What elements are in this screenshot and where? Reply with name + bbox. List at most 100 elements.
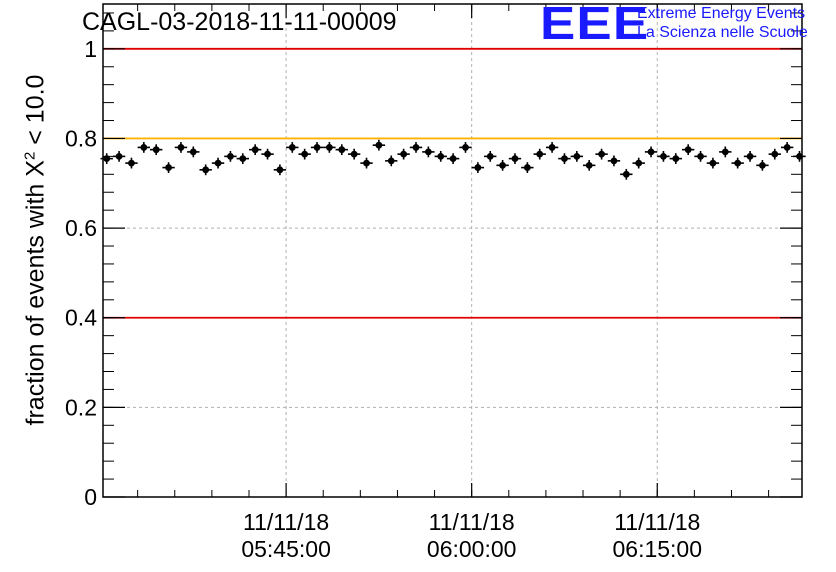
- data-marker: [660, 152, 667, 160]
- x-tick-label-time: 06:00:00: [427, 536, 517, 562]
- data-marker: [474, 164, 482, 171]
- data-marker: [375, 141, 383, 149]
- data-marker: [326, 144, 333, 151]
- data-marker: [573, 152, 581, 160]
- data-marker: [128, 159, 135, 167]
- data-point: [434, 151, 447, 162]
- x-tick-label-time: 06:15:00: [612, 536, 702, 562]
- data-point: [743, 151, 757, 162]
- y-tick-label: 1: [84, 36, 97, 62]
- data-point: [248, 144, 262, 156]
- data-point: [174, 142, 188, 153]
- data-marker: [759, 161, 766, 169]
- data-marker: [189, 148, 197, 156]
- data-point: [112, 151, 126, 162]
- data-point: [521, 162, 534, 173]
- data-point: [706, 157, 720, 169]
- data-point: [137, 142, 151, 153]
- data-point: [224, 151, 237, 162]
- axis-ticks: [103, 4, 802, 498]
- data-points: [100, 139, 806, 180]
- logo-line-2: La Scienza nelle Scuole: [637, 24, 808, 41]
- y-tick-label: 0.8: [65, 125, 97, 151]
- data-point: [558, 153, 571, 165]
- data-marker: [585, 161, 593, 169]
- data-point: [570, 151, 584, 162]
- data-marker: [251, 146, 259, 154]
- y-axis-label: fraction of events with X2 < 10.0: [21, 75, 50, 426]
- data-marker: [400, 150, 408, 158]
- data-marker: [301, 150, 309, 158]
- data-point: [620, 168, 633, 180]
- data-marker: [424, 148, 432, 156]
- data-point: [298, 148, 311, 160]
- data-marker: [635, 159, 643, 167]
- data-marker: [227, 152, 234, 160]
- data-marker: [449, 155, 457, 163]
- data-marker: [412, 144, 420, 151]
- data-marker: [165, 164, 172, 171]
- data-point: [756, 159, 769, 171]
- chart-title: CAGL-03-2018-11-11-00009: [82, 8, 397, 36]
- data-point: [657, 151, 670, 162]
- y-tick-label: 0.2: [65, 394, 97, 420]
- plot-frame: [102, 3, 803, 498]
- logo-mark: EEE: [540, 0, 650, 49]
- data-marker: [771, 150, 779, 158]
- data-point: [583, 159, 596, 171]
- y-tick-label: 0.4: [65, 305, 97, 331]
- data-point: [125, 157, 138, 169]
- data-marker: [486, 152, 494, 160]
- y-axis-label-suffix: < 10.0: [21, 74, 50, 152]
- reference-lines: [103, 47, 802, 319]
- data-marker: [140, 144, 148, 151]
- data-point: [347, 148, 361, 160]
- data-marker: [387, 157, 395, 165]
- data-marker: [437, 152, 445, 160]
- grid-layer: [103, 4, 802, 497]
- y-axis-label-prefix: fraction of events with: [21, 176, 50, 426]
- logo-line-1: Extreme Energy Events: [637, 5, 806, 22]
- data-point: [397, 148, 410, 160]
- data-marker: [672, 155, 680, 163]
- data-point: [360, 157, 373, 169]
- y-tick-label: 0: [84, 484, 97, 510]
- data-point: [607, 155, 621, 167]
- data-point: [199, 164, 212, 176]
- data-marker: [610, 157, 618, 165]
- data-point: [694, 151, 707, 162]
- data-point: [310, 142, 324, 153]
- data-point: [459, 142, 472, 153]
- data-marker: [214, 159, 222, 167]
- data-point: [719, 146, 732, 158]
- data-marker: [313, 144, 321, 151]
- data-marker: [709, 159, 717, 167]
- data-point: [644, 146, 658, 158]
- data-marker: [647, 148, 655, 156]
- data-marker: [684, 146, 692, 154]
- data-point: [669, 153, 682, 165]
- data-marker: [499, 161, 507, 169]
- data-point: [446, 153, 460, 165]
- data-point: [385, 155, 398, 167]
- x-tick-label-time: 05:45:00: [241, 536, 331, 562]
- data-point: [731, 157, 744, 169]
- eee-logo: EEE Extreme Energy Events La Scienza nel…: [540, 0, 830, 49]
- x-tick-label-date: 11/11/18: [429, 509, 515, 535]
- data-point: [681, 144, 695, 156]
- data-marker: [622, 170, 630, 178]
- tick-labels: 00.20.40.60.8111/11/1805:45:0011/11/1806…: [65, 36, 702, 562]
- data-point: [595, 148, 608, 160]
- data-point: [236, 153, 249, 165]
- data-marker: [338, 146, 346, 154]
- data-marker: [734, 159, 742, 167]
- data-point: [471, 162, 485, 173]
- x-tick-label-date: 11/11/18: [614, 509, 700, 535]
- data-marker: [103, 155, 111, 163]
- y-axis-label-sup: 2: [21, 151, 39, 161]
- data-point: [323, 142, 336, 153]
- data-marker: [697, 152, 704, 160]
- data-marker: [276, 166, 284, 174]
- y-tick-label: 0.6: [65, 215, 97, 241]
